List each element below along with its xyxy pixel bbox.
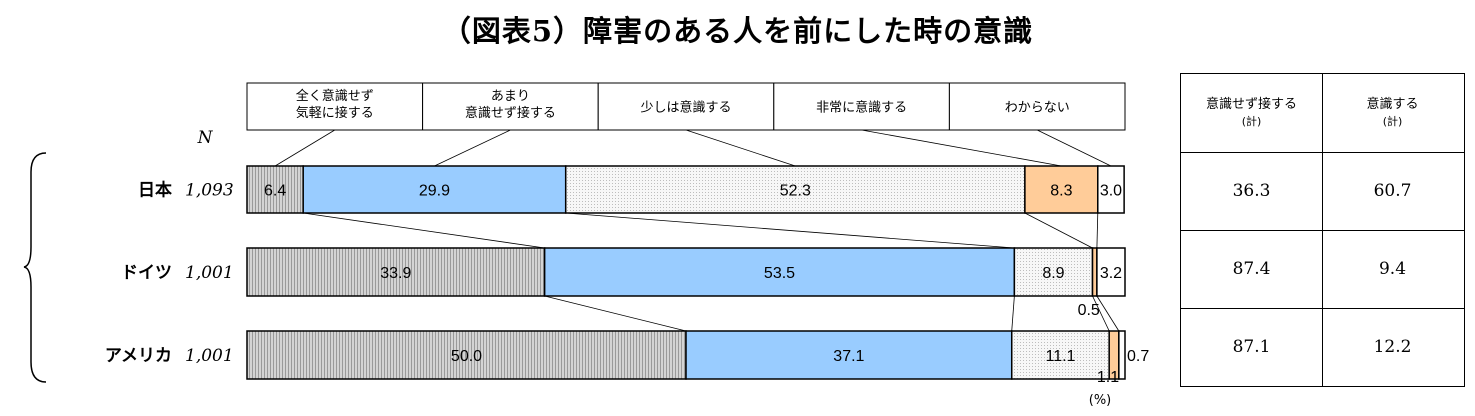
connector-line [303, 212, 545, 249]
data-label: 8.9 [1042, 265, 1064, 282]
summary-header-sub: (計) [1241, 115, 1262, 128]
bar-segment [1013, 247, 1094, 297]
summary-header-awareness: 意識する (計) [1322, 74, 1463, 152]
brace [23, 152, 47, 383]
category-label: 日本 [138, 180, 172, 201]
data-label: 11.1 [1045, 348, 1075, 365]
connector-line [544, 295, 687, 332]
summary-cell: 87.4 [1232, 259, 1271, 279]
bar-segment [246, 330, 687, 380]
bar-segment [246, 165, 304, 214]
legend-connector [685, 129, 796, 167]
bar-segment [1096, 247, 1126, 297]
summary-cell: 12.2 [1373, 337, 1412, 357]
n-value: 1,001 [185, 263, 234, 283]
summary-cell: 36.3 [1232, 181, 1271, 201]
bar-segment [685, 330, 1013, 380]
data-label: 52.3 [780, 183, 811, 200]
legend-connector [1037, 129, 1112, 167]
summary-cell: 60.7 [1373, 181, 1412, 201]
chart-title: （図表5）障害のある人を前にした時の意識 [441, 14, 1034, 48]
summary-cell: 9.4 [1378, 259, 1407, 279]
legend-label: 全く意識せず [296, 88, 374, 104]
category-label: ドイツ [121, 263, 172, 283]
n-value: 1,001 [185, 346, 234, 366]
summary-table: 意識せず接する (計) 意識する (計) 36.3 60.7 87.4 9.4 … [1180, 73, 1465, 387]
summary-header-no-awareness: 意識せず接する (計) [1181, 74, 1322, 152]
connector-line [565, 212, 1015, 249]
legend-label: あまり [491, 89, 530, 104]
bar-segment [1097, 165, 1125, 214]
data-label: 1.1 [1097, 369, 1119, 386]
legend-label: 気軽に接する [296, 105, 374, 121]
data-label: 53.5 [764, 265, 795, 282]
unit-label: (%) [1089, 393, 1112, 408]
category-label: アメリカ [105, 346, 172, 366]
connector-line [1011, 295, 1015, 332]
data-label: 0.5 [1078, 302, 1100, 319]
legend-label: 非常に意識する [816, 100, 907, 116]
bar-segment [1024, 165, 1099, 214]
legend-box [597, 82, 775, 131]
summary-header-main: 意識する [1366, 97, 1419, 112]
connector-line [1096, 295, 1120, 332]
data-label: 37.1 [833, 348, 864, 365]
legend-box [422, 82, 599, 131]
data-label: 3.0 [1100, 183, 1122, 200]
connector-line [1024, 212, 1093, 249]
legend-label: 少しは意識する [640, 100, 731, 116]
legend-connector [861, 129, 1062, 167]
summary-cell: 87.1 [1232, 337, 1271, 357]
data-label: 3.2 [1100, 265, 1122, 282]
n-value: 1,093 [185, 181, 234, 201]
bar-segment [246, 247, 546, 297]
legend-box [246, 82, 424, 131]
n-axis-label: N [197, 128, 214, 148]
bar-segment [1118, 330, 1126, 380]
legend-label: 意識せず接する [465, 105, 556, 121]
connector-line [1096, 212, 1099, 249]
bar-segment [543, 247, 1016, 297]
legend-connector [274, 129, 336, 167]
data-label: 0.7 [1127, 348, 1149, 365]
bar-segment [1010, 330, 1110, 380]
summary-header-sub: (計) [1382, 115, 1403, 128]
data-label: 29.9 [419, 183, 450, 200]
data-label: 6.4 [264, 183, 286, 200]
data-label: 50.0 [451, 348, 482, 365]
data-label: 33.9 [380, 265, 411, 282]
summary-header-main: 意識せず接する [1205, 97, 1297, 112]
data-label: 8.3 [1050, 183, 1072, 200]
legend-connector [434, 129, 511, 167]
connector-line [1092, 295, 1110, 332]
legend-label: わからない [1005, 101, 1070, 116]
